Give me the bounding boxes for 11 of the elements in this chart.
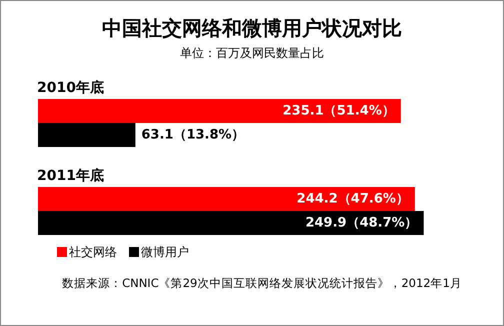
data-label: 249.9（48.7%）	[305, 216, 418, 230]
data-label: 63.1（13.8%）	[141, 128, 245, 142]
legend-label: 微博用户	[141, 245, 189, 259]
legend-label: 社交网络	[69, 245, 117, 259]
chart-title: 中国社交网络和微博用户状况对比	[102, 16, 402, 40]
chart-subtitle: 单位：百万及网民数量占比	[180, 46, 324, 60]
y-tick-label: 2011年底	[37, 167, 104, 184]
data-label: 244.2（47.6%）	[296, 192, 409, 206]
y-tick-label: 2010年底	[37, 79, 104, 96]
data-label: 235.1（51.4%）	[282, 104, 395, 118]
source-note: 数据来源：CNNIC《第29次中国互联网络发展状况统计报告》，2012年1月	[62, 276, 462, 290]
